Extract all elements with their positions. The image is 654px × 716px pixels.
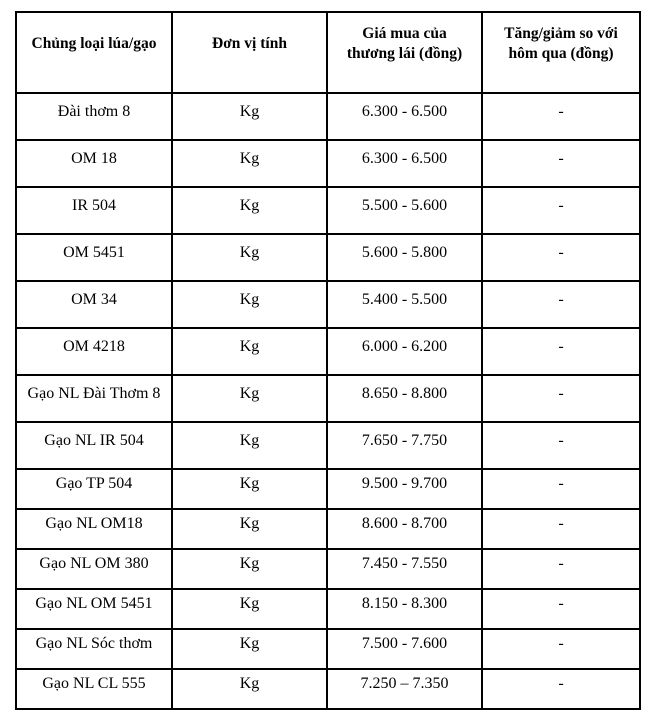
- type-cell: Gạo NL OM18: [15, 508, 173, 550]
- table-row: IR 504 Kg 5.500 - 5.600-: [15, 186, 641, 235]
- rice-price-table: Chủng loại lúa/gạo Đơn vị tính Giá mua c…: [15, 11, 641, 710]
- change-cell: -: [481, 548, 641, 590]
- table-row: Gạo NL CL 555 Kg 7.250 – 7.350-: [15, 668, 641, 710]
- unit-cell: Kg: [171, 588, 328, 630]
- table-row: OM 18 Kg 6.300 - 6.500-: [15, 139, 641, 188]
- unit-cell: Kg: [171, 468, 328, 510]
- change-cell: -: [481, 139, 641, 188]
- table-row: Gạo NL Sóc thơm Kg 7.500 - 7.600-: [15, 628, 641, 670]
- unit-cell: Kg: [171, 327, 328, 376]
- unit-cell: Kg: [171, 139, 328, 188]
- type-cell: Gạo NL OM 5451: [15, 588, 173, 630]
- column-header-unit: Đơn vị tính: [171, 11, 328, 94]
- change-cell: -: [481, 508, 641, 550]
- price-cell: 7.650 - 7.750: [326, 421, 483, 470]
- table-row: OM 5451 Kg 5.600 - 5.800-: [15, 233, 641, 282]
- unit-cell: Kg: [171, 280, 328, 329]
- price-cell: 8.650 - 8.800: [326, 374, 483, 423]
- price-cell: 7.250 – 7.350: [326, 668, 483, 710]
- column-header-price: Giá mua của thương lái (đồng): [326, 11, 483, 94]
- type-cell: Gạo NL IR 504: [15, 421, 173, 470]
- change-cell: -: [481, 280, 641, 329]
- header-row: Chủng loại lúa/gạo Đơn vị tính Giá mua c…: [15, 11, 641, 94]
- change-cell: -: [481, 186, 641, 235]
- type-cell: OM 18: [15, 139, 173, 188]
- type-cell: OM 5451: [15, 233, 173, 282]
- price-cell: 5.600 - 5.800: [326, 233, 483, 282]
- unit-cell: Kg: [171, 548, 328, 590]
- price-cell: 7.450 - 7.550: [326, 548, 483, 590]
- price-cell: 6.300 - 6.500: [326, 139, 483, 188]
- type-cell: IR 504: [15, 186, 173, 235]
- change-cell: -: [481, 233, 641, 282]
- type-cell: Gạo NL Sóc thơm: [15, 628, 173, 670]
- price-cell: 6.000 - 6.200: [326, 327, 483, 376]
- change-cell: -: [481, 421, 641, 470]
- table-row: OM 4218 Kg 6.000 - 6.200-: [15, 327, 641, 376]
- change-cell: -: [481, 668, 641, 710]
- change-cell: -: [481, 628, 641, 670]
- unit-cell: Kg: [171, 668, 328, 710]
- table-row: Gạo NL OM 380 Kg 7.450 - 7.550-: [15, 548, 641, 590]
- price-cell: 5.500 - 5.600: [326, 186, 483, 235]
- type-cell: Gạo NL CL 555: [15, 668, 173, 710]
- price-cell: 8.150 - 8.300: [326, 588, 483, 630]
- table-row: Gạo NL OM 5451 Kg 8.150 - 8.300-: [15, 588, 641, 630]
- unit-cell: Kg: [171, 233, 328, 282]
- price-cell: 7.500 - 7.600: [326, 628, 483, 670]
- type-cell: OM 4218: [15, 327, 173, 376]
- column-header-type: Chủng loại lúa/gạo: [15, 11, 173, 94]
- table-row: Gạo NL OM18 Kg 8.600 - 8.700-: [15, 508, 641, 550]
- price-cell: 5.400 - 5.500: [326, 280, 483, 329]
- unit-cell: Kg: [171, 186, 328, 235]
- change-cell: -: [481, 468, 641, 510]
- change-cell: -: [481, 588, 641, 630]
- table-row: Gạo TP 504 Kg 9.500 - 9.700-: [15, 468, 641, 510]
- type-cell: Gạo NL Đài Thơm 8: [15, 374, 173, 423]
- price-cell: 6.300 - 6.500: [326, 92, 483, 141]
- table-row: Gạo NL IR 504 Kg 7.650 - 7.750-: [15, 421, 641, 470]
- type-cell: Gạo TP 504: [15, 468, 173, 510]
- unit-cell: Kg: [171, 628, 328, 670]
- change-cell: -: [481, 374, 641, 423]
- price-cell: 8.600 - 8.700: [326, 508, 483, 550]
- price-cell: 9.500 - 9.700: [326, 468, 483, 510]
- unit-cell: Kg: [171, 508, 328, 550]
- change-cell: -: [481, 92, 641, 141]
- column-header-change: Tăng/giảm so với hôm qua (đồng): [481, 11, 641, 94]
- table-row: Gạo NL Đài Thơm 8 Kg 8.650 - 8.800-: [15, 374, 641, 423]
- change-cell: -: [481, 327, 641, 376]
- type-cell: OM 34: [15, 280, 173, 329]
- type-cell: Đài thơm 8: [15, 92, 173, 141]
- table-row: Đài thơm 8 Kg 6.300 - 6.500-: [15, 92, 641, 141]
- unit-cell: Kg: [171, 421, 328, 470]
- type-cell: Gạo NL OM 380: [15, 548, 173, 590]
- unit-cell: Kg: [171, 92, 328, 141]
- unit-cell: Kg: [171, 374, 328, 423]
- table-row: OM 34 Kg 5.400 - 5.500-: [15, 280, 641, 329]
- table-body: Đài thơm 8 Kg 6.300 - 6.500- OM 18 Kg 6.300 -…: [15, 92, 641, 710]
